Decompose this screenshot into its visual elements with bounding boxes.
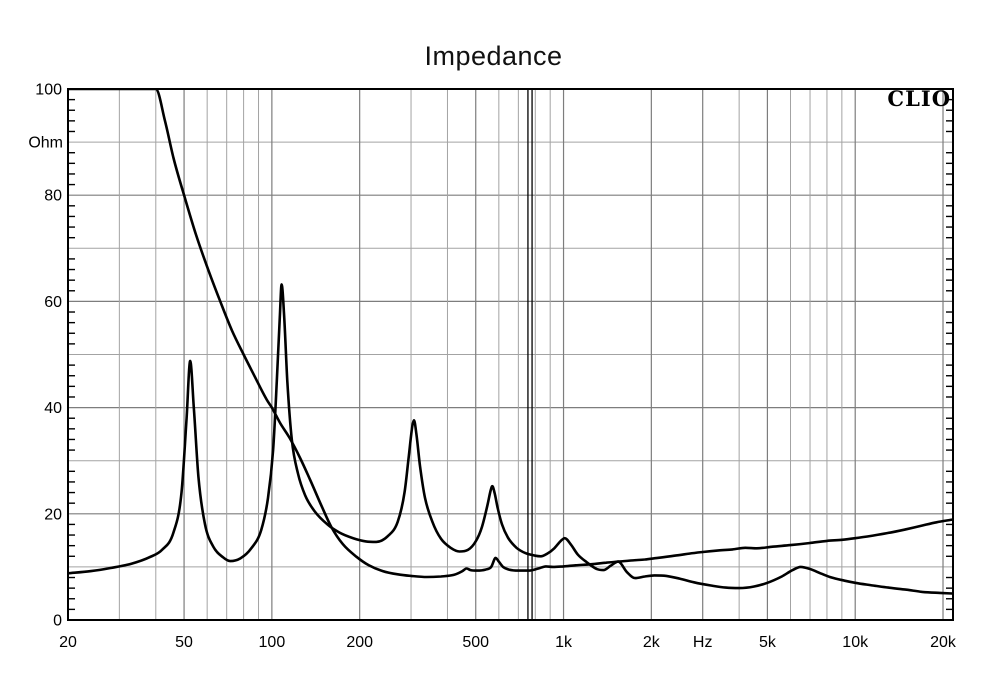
x-axis-unit-label: Hz bbox=[693, 634, 713, 651]
x-tick-label: 200 bbox=[346, 634, 373, 651]
x-tick-label: 2k bbox=[643, 634, 661, 651]
x-tick-label: 50 bbox=[175, 634, 193, 651]
y-gridlines bbox=[68, 141, 953, 568]
y-tick-label: 80 bbox=[44, 188, 62, 205]
impedance-curve-highpass bbox=[68, 89, 953, 579]
y-tick-labels: 0 20 40 60 80 100 Ohm bbox=[28, 82, 63, 630]
impedance-curves bbox=[68, 89, 953, 595]
y-tick-label: 0 bbox=[53, 613, 62, 630]
y-tick-label: 60 bbox=[44, 294, 62, 311]
x-tick-label: 1k bbox=[555, 634, 573, 651]
x-tick-label: 500 bbox=[462, 634, 489, 651]
y-axis-unit-label: Ohm bbox=[28, 135, 63, 152]
y-tick-label: 100 bbox=[35, 82, 62, 99]
plot-border bbox=[67, 88, 954, 621]
x-tick-label: 5k bbox=[759, 634, 777, 651]
x-tick-labels: 20 50 100 200 500 1k 2k Hz 5k 10k 20k bbox=[59, 634, 957, 651]
y-tick-label: 40 bbox=[44, 400, 62, 417]
x-tick-label: 20k bbox=[930, 634, 957, 651]
x-tick-label: 20 bbox=[59, 634, 77, 651]
x-tick-label: 10k bbox=[842, 634, 869, 651]
chart-title: Impedance bbox=[424, 41, 563, 71]
impedance-curve-multi-peak bbox=[68, 283, 953, 595]
frequency-marker-lines bbox=[527, 89, 533, 620]
x-gridlines bbox=[118, 89, 944, 620]
x-tick-label: 100 bbox=[259, 634, 286, 651]
y-minor-ticks bbox=[68, 98, 953, 611]
clio-logo: CLIO bbox=[887, 86, 951, 111]
y-tick-label: 20 bbox=[44, 506, 62, 523]
